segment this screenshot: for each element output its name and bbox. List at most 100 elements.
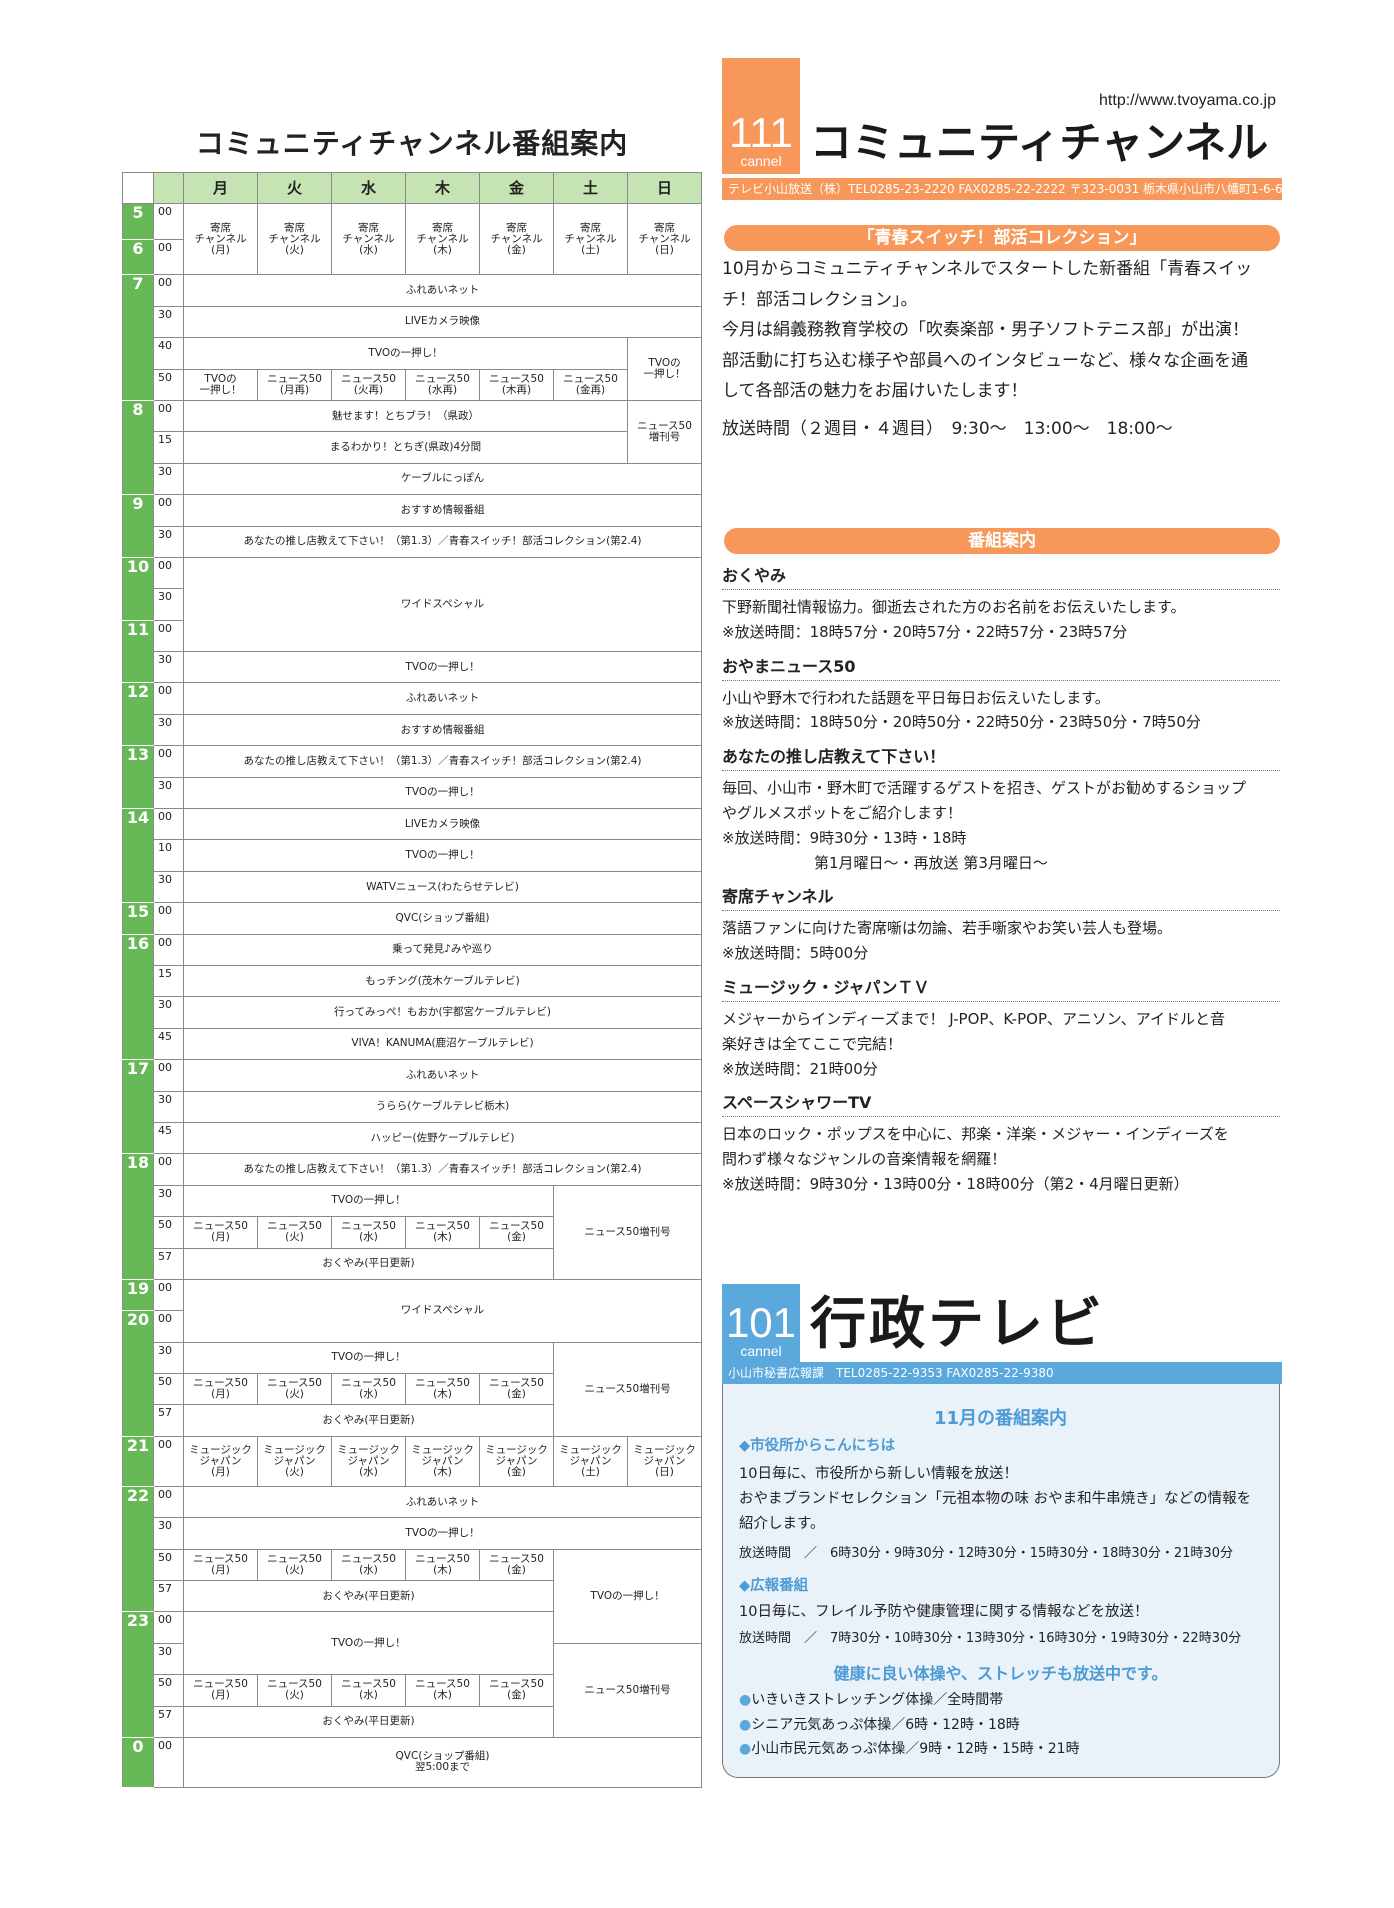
section-text: 10日毎に、市役所から新しい情報を放送！ おやまブランドセレクション「元祖本物の味…: [739, 1462, 1251, 1537]
program-cell: おくやみ(平日更新): [183, 1705, 554, 1738]
schedule-row: 57 おくやみ(平日更新): [123, 1705, 702, 1738]
description-line: 落語ファンに向けた寄席噺は勿論、若手噺家やお笑い芸人も登場。: [722, 919, 1173, 938]
minute-label: 30: [153, 713, 184, 747]
schedule-row: 30 あなたの推し店教えて下さい！（第1.3）／青春スイッチ！部活コレクション(第…: [123, 525, 702, 558]
gyosei-title: 行政テレビ: [810, 1292, 1105, 1357]
program-cell: ミュージック ジャパン (木): [405, 1435, 480, 1487]
program-cell: QVC(ショップ番組): [183, 902, 702, 935]
minute-label: 30: [153, 305, 184, 339]
program-cell: ニュース50 (金): [479, 1216, 554, 1249]
minute-label: 30: [153, 462, 184, 496]
minute-label: 00: [153, 1485, 184, 1519]
description-line: ※放送時間：18時57分・20時57分・22時57分・23時57分: [722, 622, 1128, 641]
community-title: コミュニティチャンネル: [810, 118, 1269, 167]
schedule-row: 30: [123, 588, 702, 621]
program-cell: ニュース50増刊号: [553, 1642, 702, 1738]
section-line: 10日毎に、市役所から新しい情報を放送！: [739, 1466, 1019, 1482]
schedule-row: 22 00 ふれあいネット: [122, 1485, 702, 1613]
schedule-row: 30 TVOの一押し！: [123, 1517, 702, 1550]
schedule-row: 30 LIVEカメラ映像: [123, 305, 702, 339]
exercise-text: 小山市民元気あっぷ体操／9時・12時・15時・21時: [751, 1741, 1080, 1757]
program-cell: ニュース50 (木): [405, 1373, 480, 1406]
program-cell: ニュース50 (水再): [405, 368, 480, 401]
program-cell: ニュース50 (月): [183, 1373, 258, 1406]
program-cell: ミュージック ジャパン (月): [183, 1435, 258, 1487]
description-line: 毎回、小山市・野木町で活躍するゲストを招き、ゲストがお勧めするショップ: [722, 779, 1246, 798]
program-cell: 行ってみっぺ！もおか(宇都宮ケーブルテレビ): [183, 996, 702, 1029]
schedule-row: 18 00 あなたの推し店教えて下さい！（第1.3）／青春スイッチ！部活コレクション…: [122, 1153, 702, 1280]
month-title: 11月の番組案内: [933, 1408, 1068, 1429]
program-name: 寄席チャンネル: [722, 887, 1280, 912]
bullet-icon: ●: [739, 1716, 752, 1733]
program-cell: ニュース50 (木再): [479, 368, 554, 401]
schedule-row: 14 00 LIVEカメラ映像: [122, 808, 702, 904]
program-section: おやまニュース50 小山や野木で行われた話題を平日毎日お伝えいたします。 ※放送時間…: [722, 657, 1280, 736]
schedule-row: 57 おくやみ(平日更新): [123, 1247, 702, 1280]
channel-number: 111: [729, 109, 793, 156]
exercise-title: 健康に良い体操や、ストレッチも放送中です。: [833, 1664, 1168, 1683]
airtime: 放送時間 ／ 6時30分・9時30分・12時30分・15時30分・18時30分・…: [739, 1546, 1233, 1561]
program-cell: 寄席 チャンネル (水): [331, 203, 406, 276]
program-cell: TVOの一押し！: [553, 1548, 702, 1644]
program-cell: TVOの一押し！: [183, 776, 702, 810]
schedule-row: 30 ニュース50増刊号: [123, 1642, 702, 1738]
minute-label: 00: [153, 1059, 184, 1092]
program-cell: 寄席 チャンネル (木): [405, 203, 480, 276]
minute-label: 00: [153, 1278, 184, 1312]
day-header: 日: [627, 171, 702, 205]
url-link[interactable]: http://www.tvoyama.co.jp: [1099, 92, 1276, 109]
schedule-row: 30 TVOの一押し！ ニュース50増刊号: [123, 1341, 702, 1437]
program-cell: おすすめ情報番組: [183, 713, 702, 747]
minute-label: 30: [153, 996, 184, 1029]
program-cell: ミュージック ジャパン (日): [627, 1435, 702, 1487]
program-cell: ワイドスペシャル: [183, 556, 702, 653]
program-cell: ニュース50 (水): [331, 1548, 406, 1582]
community-address-bar: テレビ小山放送（株）TEL0285-23-2220 FAX0285-22-222…: [722, 178, 1282, 200]
schedule-row: 6 00: [122, 238, 702, 276]
schedule-row: 5 00 寄席 チャンネル (月) 寄席 チャンネル (火) 寄席 チャンネル (水) 寄…: [122, 203, 702, 276]
program-description: 毎回、小山市・野木町で活躍するゲストを招き、ゲストがお勧めするショップ やグルメス…: [722, 776, 1280, 875]
exercise-text: シニア元気あっぷ体操／6時・12時・18時: [751, 1716, 1020, 1733]
description-line: 楽好きは全てここで完結！: [722, 1034, 903, 1053]
program-cell: ふれあいネット: [183, 682, 702, 715]
schedule-row: 40 TVOの一押し！ TVOの 一押し！: [123, 337, 702, 401]
program-cell: TVOの一押し！: [183, 839, 702, 872]
hour-label: 20: [122, 1310, 154, 1437]
hour-label: 16: [122, 933, 154, 1061]
minute-label: 00: [153, 619, 184, 653]
program-cell: うらら(ケーブルテレビ栃木): [183, 1090, 702, 1123]
program-cell: あなたの推し店教えて下さい！（第1.3）／青春スイッチ！部活コレクション(第2.…: [183, 1153, 702, 1186]
program-cell: 寄席 チャンネル (月): [183, 203, 258, 276]
guide-title-pill: 番組案内: [724, 528, 1280, 554]
minute-label: 00: [153, 1310, 184, 1343]
program-cell: ニュース50 (木): [405, 1674, 480, 1707]
day-header: 土: [553, 171, 628, 205]
minute-label: 45: [153, 1027, 184, 1061]
program-cell: ニュース50 (金再): [553, 368, 628, 401]
channel-word: cannel: [740, 1343, 782, 1359]
schedule-row: 50 TVOの 一押し！ ニュース50 (月再) ニュース50 (火再) ニュース50 …: [123, 368, 702, 401]
program-section: 寄席チャンネル落語ファンに向けた寄席噺は勿論、若手噺家やお笑い芸人も登場。 ※放送…: [722, 887, 1280, 966]
schedule-row: 0 00 QVC(ショップ番組) 翌5:00まで: [122, 1736, 702, 1788]
minute-label: 00: [153, 1153, 184, 1186]
section-title: ◆市役所からこんにちは: [739, 1438, 896, 1454]
program-cell: TVOの一押し！: [183, 651, 702, 684]
exercise-item: ●シニア元気あっぷ体操／6時・12時・18時: [739, 1713, 1080, 1738]
program-description: 落語ファンに向けた寄席噺は勿論、若手噺家やお笑い芸人も登場。 ※放送時間：5時00…: [722, 916, 1280, 966]
minute-label: 00: [153, 274, 184, 307]
program-section: ミュージック・ジャパンＴＶ メジャーからインディーズまで！ J-POP、K-POP…: [722, 978, 1280, 1081]
schedule-title: コミュニティチャンネル番組案内: [195, 127, 629, 160]
minute-label: 00: [153, 494, 184, 527]
program-cell: LIVEカメラ映像: [183, 305, 702, 339]
schedule-row: 50 ニュース50 (月) ニュース50 (火) ニュース50 (水) ニュース50 (…: [123, 1548, 702, 1644]
bullet-icon: ●: [739, 1741, 752, 1757]
minute-label: 00: [153, 808, 184, 841]
corner-cell: [122, 171, 154, 205]
program-cell: ニュース50 (金): [479, 1373, 554, 1406]
schedule-row: 11 00: [122, 619, 702, 684]
program-section: おくやみ 下野新聞社情報協力。御逝去された方のお名前をお伝えいたします。 ※放送時間…: [722, 566, 1280, 645]
minute-label: 00: [153, 556, 184, 590]
minute-label: 30: [153, 776, 184, 810]
hour-label: 23: [122, 1611, 154, 1738]
minute-label: 30: [153, 1517, 184, 1550]
